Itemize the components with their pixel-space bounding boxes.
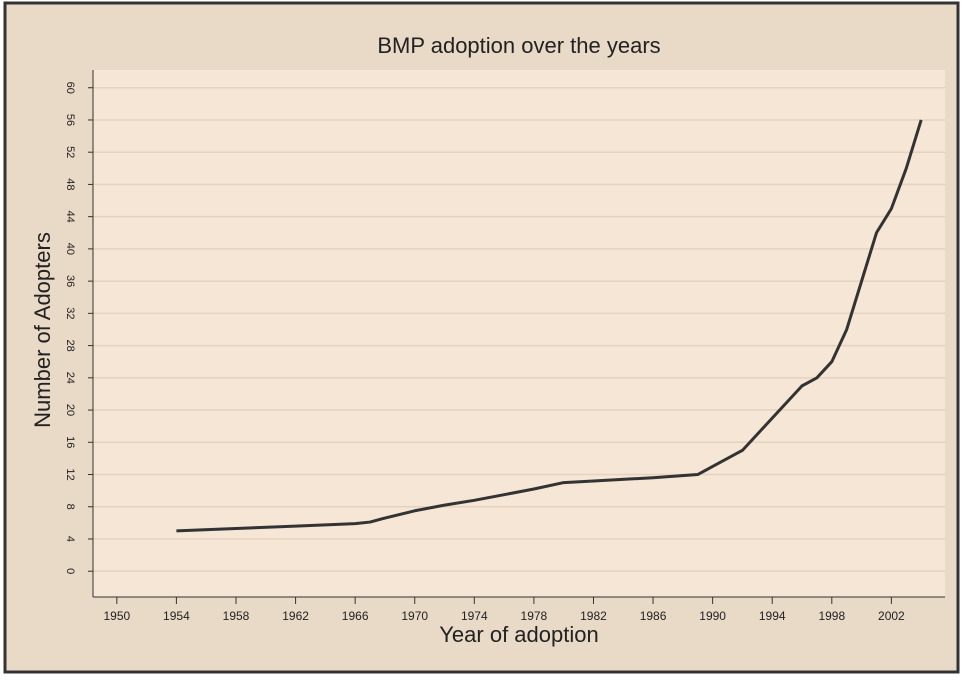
y-tick-label: 56 [64, 114, 76, 126]
y-tick-label: 16 [64, 436, 76, 448]
x-tick-label: 1958 [223, 609, 250, 623]
data-line [176, 119, 923, 533]
x-tick-label: 1974 [461, 609, 488, 623]
y-tick-label: 20 [64, 404, 76, 416]
plot-bg [93, 70, 945, 597]
x-tick-label: 1994 [759, 609, 786, 623]
x-tick-label: 1998 [818, 609, 845, 623]
y-tick-label: 48 [64, 178, 76, 190]
y-axis-label: Number of Adopters [30, 232, 55, 428]
y-tick-label: 28 [64, 339, 76, 351]
x-tick-label: 1990 [699, 609, 726, 623]
x-tick-label: 1962 [282, 609, 309, 623]
x-tick-label: 1970 [401, 609, 428, 623]
x-axis-label: Year of adoption [439, 622, 598, 647]
y-tick-label: 52 [64, 146, 76, 158]
y-tick-label: 60 [64, 82, 76, 94]
x-tick-label: 1966 [342, 609, 369, 623]
y-tick-label: 36 [64, 275, 76, 287]
y-tick-label: 12 [64, 468, 76, 480]
x-tick-label: 1982 [580, 609, 607, 623]
x-tick-label: 2002 [878, 609, 905, 623]
y-tick-label: 24 [64, 372, 76, 384]
x-tick-label: 1978 [521, 609, 548, 623]
y-tick-label: 8 [64, 504, 76, 510]
chart-title: BMP adoption over the years [377, 33, 660, 58]
y-tick-label: 32 [64, 307, 76, 319]
x-tick-label: 1950 [103, 609, 130, 623]
y-tick-label: 4 [64, 536, 76, 542]
x-tick-label: 1954 [163, 609, 190, 623]
x-tick-label: 1986 [640, 609, 667, 623]
y-tick-label: 40 [64, 243, 76, 255]
y-tick-label: 0 [64, 568, 76, 574]
y-tick-label: 44 [64, 211, 76, 223]
